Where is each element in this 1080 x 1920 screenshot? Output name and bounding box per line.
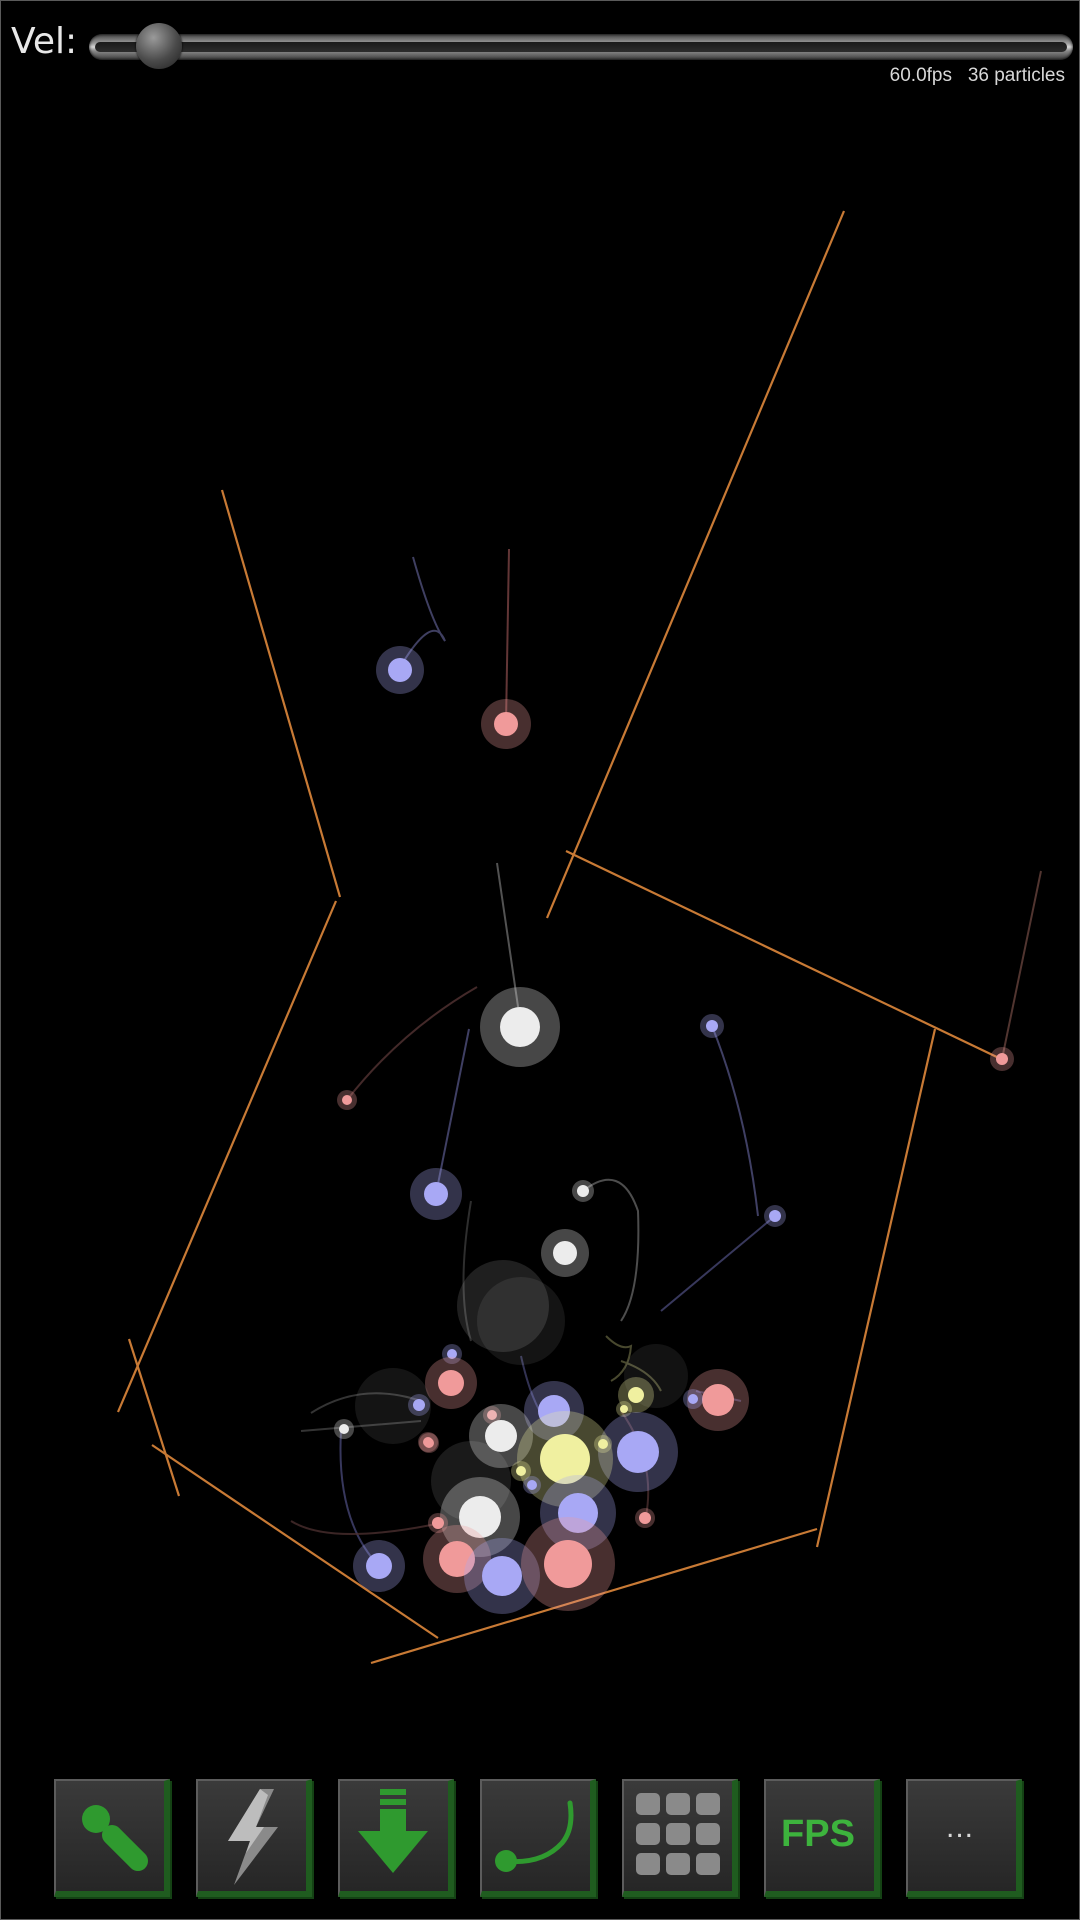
particle-white — [469, 1404, 533, 1468]
particle-yellow — [517, 1411, 613, 1507]
particle-white — [334, 1419, 354, 1439]
particle-white — [480, 987, 560, 1067]
particle-blue — [376, 646, 424, 694]
particle-count: 36 particles — [967, 65, 1065, 86]
particle-pink — [521, 1517, 615, 1611]
velocity-label: Vel: — [11, 21, 78, 62]
trail — [462, 1200, 472, 1342]
particle-blue — [540, 1475, 616, 1551]
particle-blue — [408, 1394, 430, 1416]
particle-blue — [523, 1476, 541, 1494]
halos — [355, 1260, 688, 1521]
wall-segment — [545, 210, 846, 919]
particle-pink — [635, 1508, 655, 1528]
stats-readout: 60.0fps 36 particles — [890, 65, 1065, 87]
particle-pink — [481, 699, 531, 749]
toolbar: FPS ... — [54, 1779, 1034, 1905]
wall-segment — [370, 1527, 818, 1665]
fps-readout: 60.0fps — [889, 65, 952, 86]
wall-segment — [127, 1338, 181, 1497]
trail — [496, 862, 522, 1028]
fps-button-label: FPS — [781, 1813, 855, 1855]
particle-white — [440, 1477, 520, 1557]
particle-white — [572, 1180, 594, 1202]
walls — [116, 210, 1002, 1665]
particle-white — [541, 1229, 589, 1277]
particle-pink — [990, 1047, 1014, 1071]
trail — [339, 1430, 380, 1567]
particle-blue — [410, 1168, 462, 1220]
trail — [582, 1178, 640, 1322]
particle-blue — [353, 1540, 405, 1592]
particle-blue — [442, 1344, 462, 1364]
slider-track[interactable] — [89, 34, 1073, 60]
particle-blue — [524, 1381, 584, 1441]
grid-button[interactable] — [622, 1779, 738, 1897]
wall-segment — [565, 850, 1002, 1060]
particle-yellow — [616, 1401, 632, 1417]
trail-button[interactable] — [480, 1779, 596, 1897]
particle-icon — [82, 1805, 148, 1871]
particle-blue — [598, 1412, 678, 1492]
particle-blue — [464, 1538, 540, 1614]
particle-yellow — [618, 1377, 654, 1413]
wall-segment — [151, 1444, 439, 1639]
trail — [346, 986, 478, 1101]
trail — [290, 1520, 442, 1536]
lightning-icon — [228, 1789, 278, 1885]
down-arrow-icon — [358, 1789, 428, 1873]
gravity-button[interactable] — [338, 1779, 454, 1897]
particle-yellow — [594, 1435, 612, 1453]
trail — [660, 1215, 776, 1312]
trail — [435, 1028, 470, 1195]
particle-pink — [483, 1406, 501, 1424]
add-particle-button[interactable] — [54, 1779, 170, 1897]
particle-pink — [425, 1357, 477, 1409]
wall-segment — [116, 900, 338, 1413]
trail — [1001, 870, 1042, 1060]
particle-pink — [419, 1433, 439, 1453]
particle-pink — [337, 1090, 357, 1110]
particles — [334, 646, 1014, 1614]
slider-thumb[interactable] — [136, 23, 182, 69]
trail — [605, 1335, 662, 1392]
trail — [398, 556, 446, 670]
wall-segment — [220, 489, 342, 898]
particle-yellow — [511, 1461, 531, 1481]
grid-icon — [636, 1793, 720, 1875]
trail — [711, 1025, 759, 1217]
more-button[interactable]: ... — [906, 1779, 1022, 1897]
lightning-button[interactable] — [196, 1779, 312, 1897]
fps-button[interactable]: FPS — [764, 1779, 880, 1897]
particle-pink — [687, 1369, 749, 1431]
velocity-slider[interactable] — [89, 23, 1073, 69]
trail — [300, 1392, 422, 1432]
particle-pink — [423, 1525, 491, 1593]
more-button-label: ... — [945, 1811, 974, 1844]
trail — [505, 548, 510, 724]
wall-segment — [815, 1028, 937, 1548]
particle-pink — [428, 1513, 448, 1533]
trail-icon — [495, 1800, 574, 1872]
particle-blue — [683, 1389, 703, 1409]
particle-blue — [700, 1014, 724, 1038]
particle-blue — [764, 1205, 786, 1227]
